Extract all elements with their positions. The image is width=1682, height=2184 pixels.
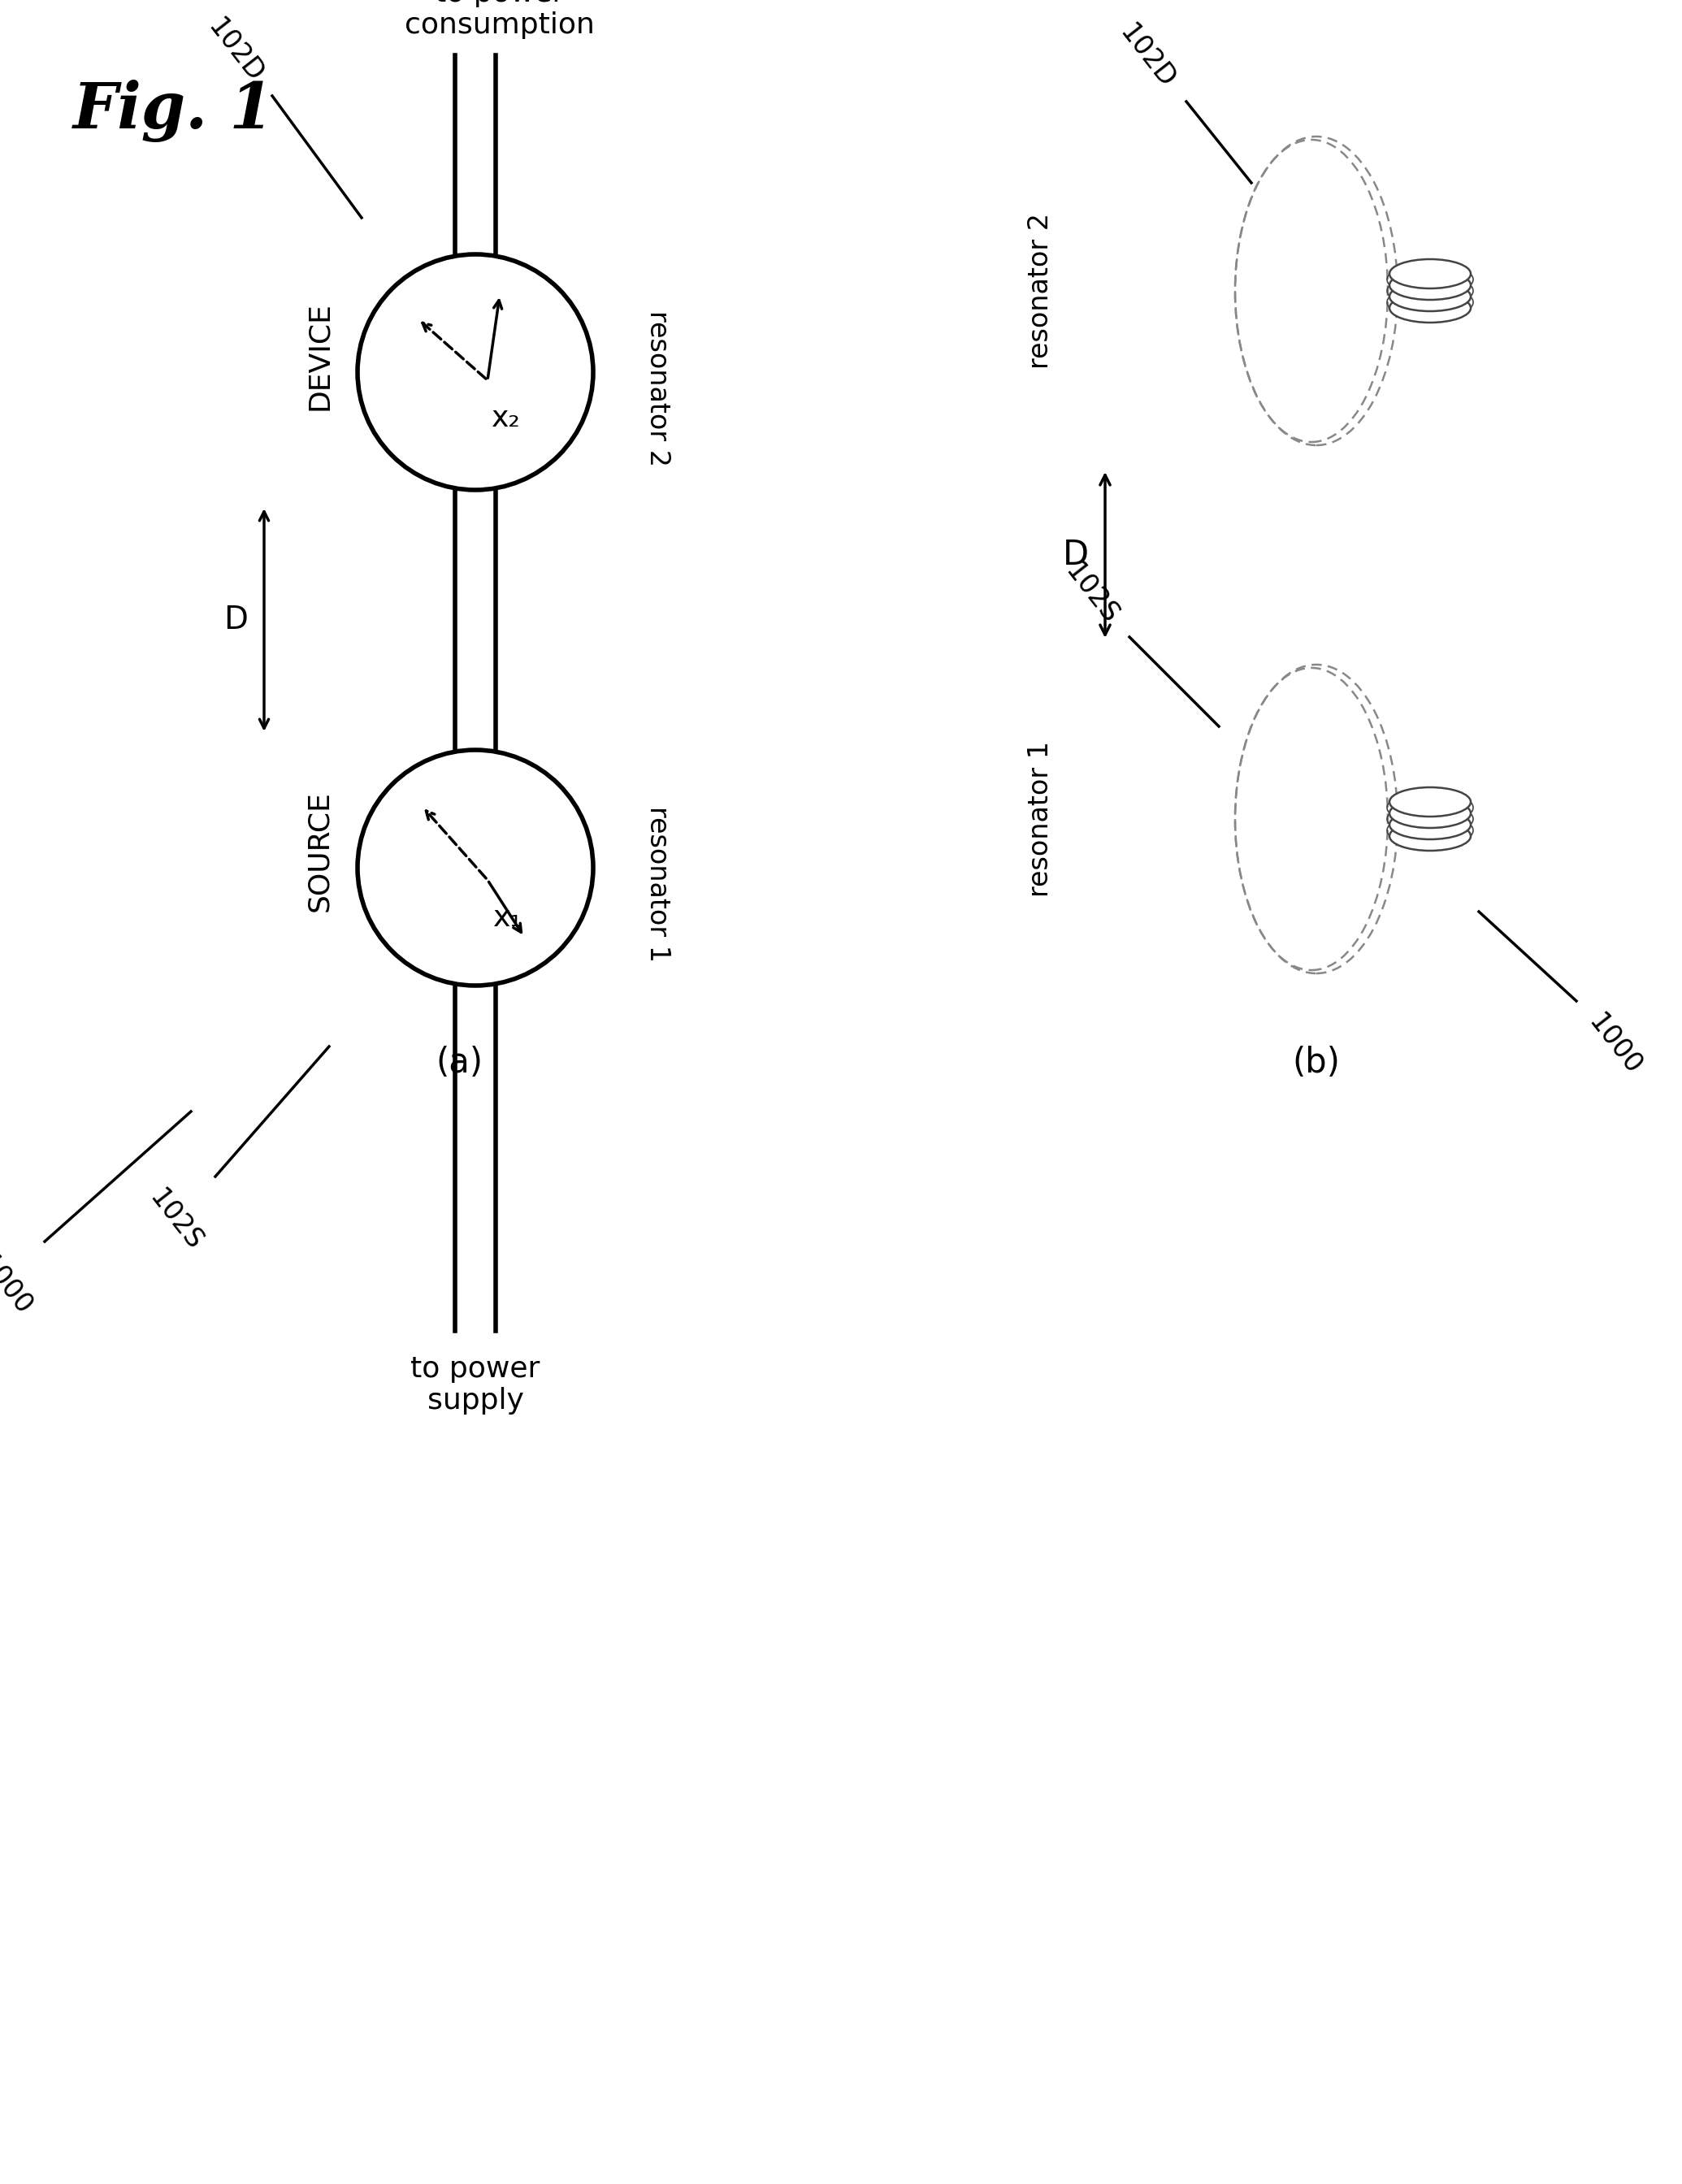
- Text: x₂: x₂: [491, 404, 521, 432]
- Ellipse shape: [358, 253, 594, 489]
- Text: (a): (a): [436, 1046, 483, 1079]
- Text: D: D: [1063, 537, 1088, 572]
- Ellipse shape: [1389, 786, 1470, 817]
- Ellipse shape: [1389, 810, 1470, 839]
- Text: resonator 1: resonator 1: [644, 806, 671, 961]
- Text: (b): (b): [1292, 1046, 1341, 1079]
- Text: x₁: x₁: [493, 904, 523, 933]
- Text: resonator 1: resonator 1: [1026, 740, 1053, 898]
- Text: resonator 2: resonator 2: [1026, 212, 1053, 369]
- Ellipse shape: [1389, 282, 1470, 310]
- Ellipse shape: [1389, 271, 1470, 299]
- Ellipse shape: [1389, 293, 1470, 323]
- Text: 1000: 1000: [1583, 1009, 1647, 1081]
- Text: Fig. 1: Fig. 1: [72, 79, 274, 142]
- Ellipse shape: [1389, 821, 1470, 852]
- Ellipse shape: [358, 749, 594, 985]
- Text: resonator 2: resonator 2: [644, 310, 671, 467]
- Text: D: D: [224, 605, 247, 636]
- Text: to power
consumption: to power consumption: [405, 0, 595, 39]
- Text: 102D: 102D: [202, 13, 267, 87]
- Ellipse shape: [1389, 799, 1470, 828]
- Text: to power
supply: to power supply: [410, 1356, 540, 1415]
- Text: 102S: 102S: [143, 1184, 207, 1256]
- Text: DEVICE: DEVICE: [306, 301, 333, 411]
- Text: 102D: 102D: [1113, 20, 1179, 94]
- Text: 1000: 1000: [0, 1249, 37, 1321]
- Text: 102S: 102S: [1060, 557, 1124, 629]
- Text: SOURCE: SOURCE: [306, 791, 333, 913]
- Ellipse shape: [1389, 260, 1470, 288]
